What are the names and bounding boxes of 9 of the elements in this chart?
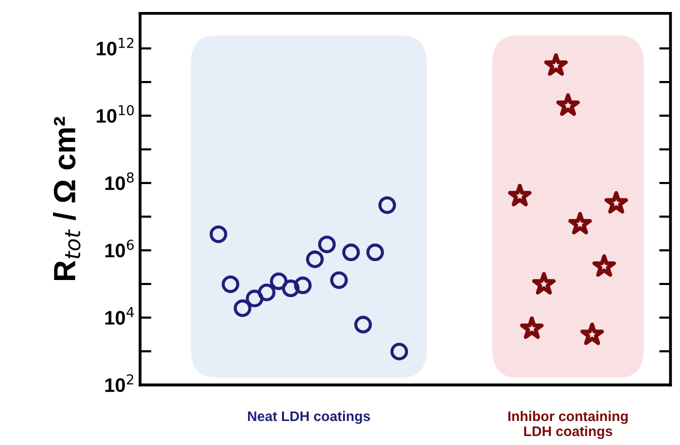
y-tick-label: 10$^{10}$	[96, 105, 134, 123]
y-tick-label: 10$^{2}$	[105, 374, 134, 392]
y-axis-title: R$_{tot}$ / Ω cm²	[53, 116, 80, 280]
text: Inhibor containing LDH coatings	[508, 410, 628, 439]
y-tick-label: 10$^{12}$	[96, 38, 134, 56]
y-tick-label: 10$^{8}$	[105, 172, 134, 190]
y-tick-label: 10$^{4}$	[105, 307, 134, 325]
y-tick-label: 10$^{6}$	[105, 240, 134, 258]
text: Neat LDH coatings	[248, 410, 370, 424]
